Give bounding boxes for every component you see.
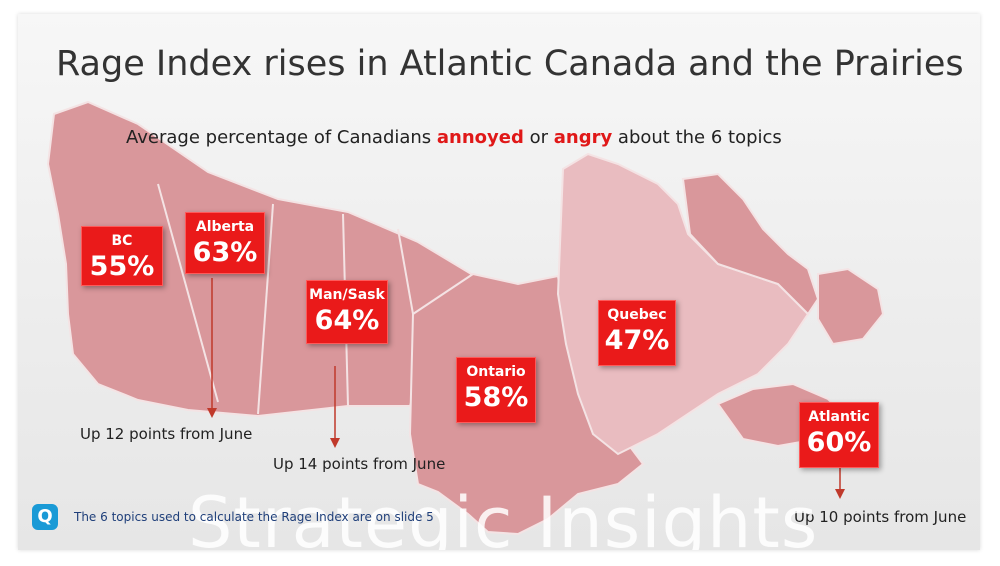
map-quebec: [556, 152, 810, 456]
badge-atlantic-value: 60%: [806, 427, 872, 458]
company-logo: Q: [32, 504, 58, 530]
highlight-angry: angry: [553, 127, 613, 148]
note-mansask: Up 14 points from June: [273, 455, 446, 473]
page-title: Rage Index rises in Atlantic Canada and …: [56, 44, 964, 84]
badge-atlantic: Atlantic 60%: [799, 402, 879, 468]
map-labrador: [681, 172, 820, 316]
arrow-alberta: [207, 278, 217, 418]
note-atlantic: Up 10 points from June: [794, 508, 967, 526]
map-newfoundland: [817, 267, 885, 346]
footnote: The 6 topics used to calculate the Rage …: [74, 510, 434, 524]
arrow-atlantic: [835, 468, 845, 499]
badge-atlantic-name: Atlantic: [808, 409, 870, 425]
badge-ontario-value: 58%: [463, 382, 529, 413]
badge-alberta-value: 63%: [192, 237, 258, 268]
watermark: Strategic Insights: [188, 482, 819, 550]
arrow-mansask: [330, 366, 340, 448]
badge-alberta-name: Alberta: [195, 219, 255, 235]
badge-quebec-name: Quebec: [607, 307, 667, 323]
note-alberta: Up 12 points from June: [80, 425, 253, 443]
badge-ontario: Ontario 58%: [456, 357, 536, 423]
badge-ontario-name: Ontario: [466, 364, 526, 380]
badge-mansask-value: 64%: [314, 305, 380, 336]
badge-quebec: Quebec 47%: [598, 300, 676, 366]
badge-alberta: Alberta 63%: [185, 212, 265, 274]
badge-mansask-name: Man/Sask: [309, 287, 385, 303]
badge-bc: BC 55%: [81, 226, 163, 286]
badge-mansask: Man/Sask 64%: [306, 280, 388, 344]
subtitle: Average percentage of Canadians annoyed …: [126, 127, 782, 148]
badge-bc-value: 55%: [89, 251, 155, 282]
highlight-annoyed: annoyed: [436, 127, 524, 148]
badge-bc-name: BC: [111, 233, 133, 249]
badge-quebec-value: 47%: [604, 325, 670, 356]
slide: Rage Index rises in Atlantic Canada and …: [18, 14, 980, 550]
